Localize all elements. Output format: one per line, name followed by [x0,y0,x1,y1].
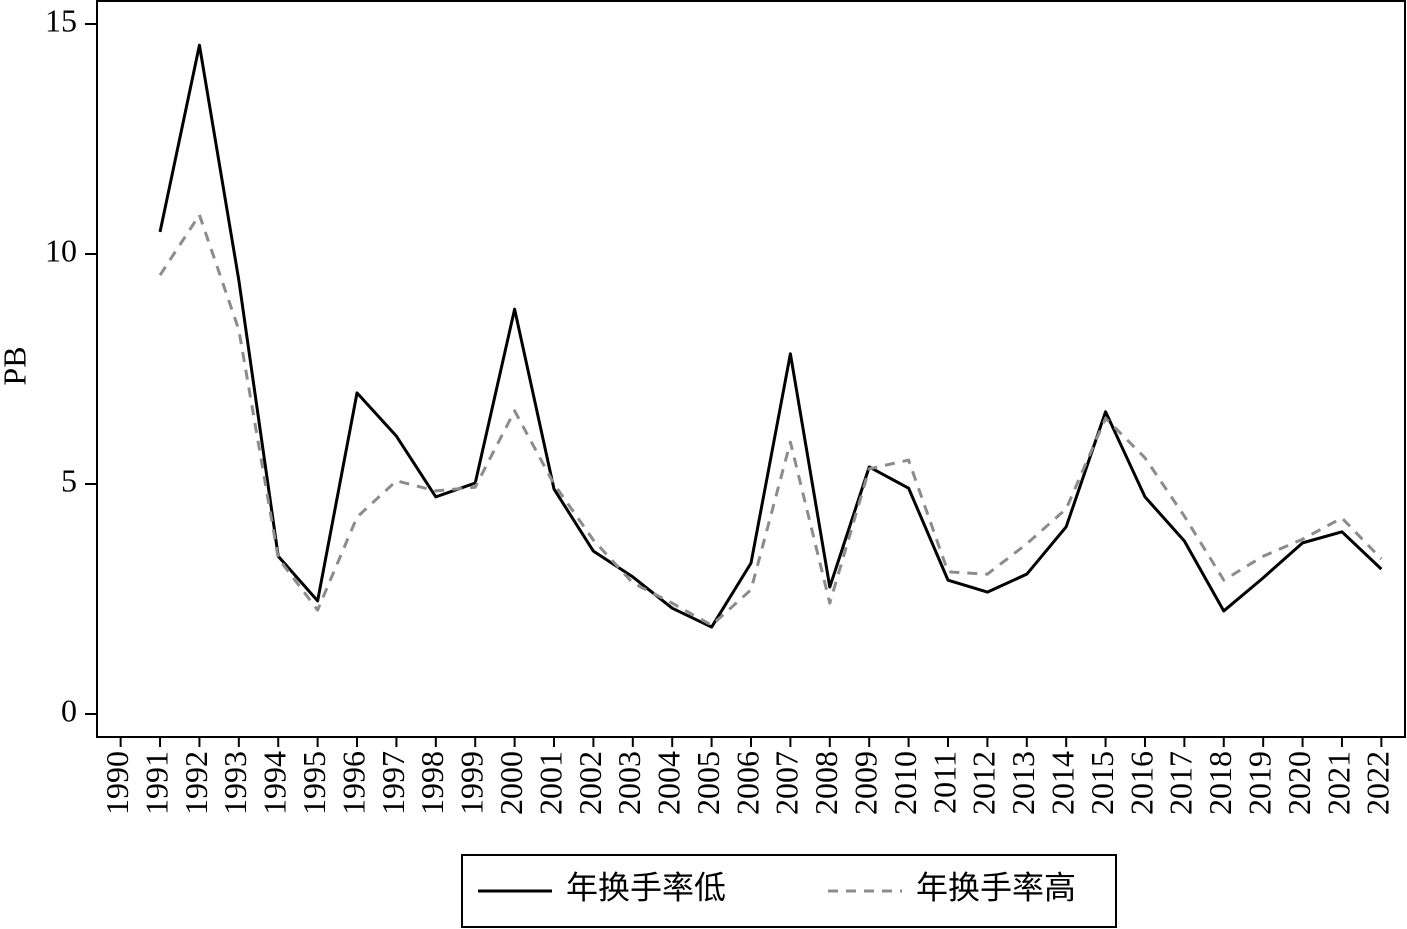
x-tick-label: 1991 [138,751,174,815]
x-tick-label: 2017 [1163,751,1199,815]
x-tick-label: 2002 [572,751,608,815]
x-tick-label: 2005 [690,751,726,815]
x-tick-label: 2007 [769,751,805,815]
x-tick-label: 1998 [414,751,450,815]
x-tick-label: 2016 [1123,751,1159,815]
x-tick-label: 2021 [1320,751,1356,815]
legend: 年换手率低 年换手率高 [461,854,1117,928]
x-tick-label: 2010 [887,751,923,815]
legend-label: 年换手率高 [916,869,1076,905]
x-tick-label: 1993 [217,751,253,815]
legend-box [461,854,1117,928]
y-tick-label: 0 [61,692,77,728]
x-tick-label: 2001 [532,751,568,815]
y-axis-label: PB [0,346,32,385]
x-tick-label: 2014 [1045,751,1081,815]
legend-label: 年换手率低 [566,869,726,905]
y-tick-label: 15 [45,2,77,38]
x-tick-label: 1994 [257,751,293,815]
x-tick-label: 1996 [335,751,371,815]
x-tick-label: 2018 [1202,751,1238,815]
y-tick-label: 10 [45,232,77,268]
x-tick-label: 1990 [99,751,135,815]
x-tick-label: 1999 [454,751,490,815]
x-tick-label: 2013 [1005,751,1041,815]
x-tick-label: 2012 [966,751,1002,815]
plot-frame [96,0,1406,738]
x-tick-label: 2022 [1360,751,1396,815]
line-series [158,213,1383,627]
x-tick-label: 2011 [926,751,962,814]
x-tick-label: 2006 [729,751,765,815]
x-tick-label: 2009 [848,751,884,815]
x-tick-label: 2008 [808,751,844,815]
x-tick-label: 2020 [1281,751,1317,815]
x-tick-label: 1997 [375,751,411,815]
x-tick-label: 2004 [651,751,687,815]
x-tick-label: 1992 [178,751,214,815]
line-series [158,43,1383,629]
x-tick-label: 2003 [611,751,647,815]
x-tick-label: 2019 [1242,751,1278,815]
x-tick-label: 2015 [1084,751,1120,815]
x-tick-label: 1995 [296,751,332,815]
x-tick-label: 2000 [493,751,529,815]
y-tick-label: 5 [61,462,77,498]
